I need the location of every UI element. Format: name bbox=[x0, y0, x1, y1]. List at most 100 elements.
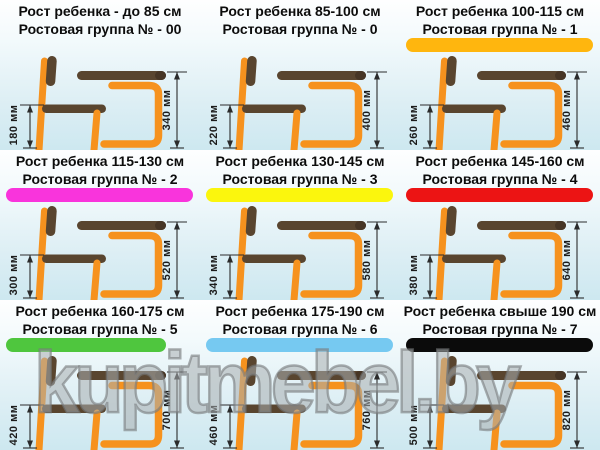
seat-height-label: 300 мм bbox=[8, 255, 20, 296]
desk-frame bbox=[500, 381, 563, 448]
desk-top-edge bbox=[355, 371, 366, 380]
chair-backrest bbox=[245, 206, 257, 236]
group-number-title: Ростовая группа № - 1 bbox=[422, 21, 578, 37]
desk-height-label: 580 мм bbox=[361, 240, 373, 281]
desk-frame bbox=[300, 381, 363, 448]
desk-dim-arrow-up bbox=[574, 72, 580, 80]
chair-seat bbox=[242, 104, 306, 113]
desk-dim-arrow-up bbox=[374, 372, 380, 380]
desk-top-edge bbox=[155, 371, 166, 380]
desk-dim-arrow-up bbox=[174, 72, 180, 80]
chair-seat bbox=[42, 104, 106, 113]
seat-dim-arrow-down bbox=[27, 440, 33, 448]
desk-height-label: 700 мм bbox=[161, 390, 173, 431]
group-highlight-marker bbox=[406, 188, 593, 202]
seat-dim-arrow-up bbox=[427, 255, 433, 263]
chair-front-leg bbox=[90, 409, 101, 450]
group-highlight-marker bbox=[406, 338, 593, 352]
desk-frame bbox=[500, 231, 563, 298]
desk-dim-arrow-down bbox=[174, 440, 180, 448]
chair-front-leg bbox=[490, 409, 501, 450]
chair-backrest bbox=[245, 56, 257, 86]
seat-dim-arrow-down bbox=[227, 290, 233, 298]
desk-height-label: 460 мм bbox=[561, 90, 573, 131]
chair-backrest bbox=[245, 356, 257, 386]
chair-desk-diagram: 180 мм 340 мм bbox=[8, 56, 187, 150]
chair-desk-diagram: 300 мм 520 мм bbox=[8, 206, 187, 300]
child-height-title: Рост ребенка 145-160 см bbox=[415, 153, 585, 169]
seat-dim-arrow-up bbox=[227, 105, 233, 113]
seat-height-label: 260 мм bbox=[408, 105, 420, 146]
child-height-title: Рост ребенка 115-130 см bbox=[15, 153, 185, 169]
child-height-title: Рост ребенка 160-175 см bbox=[15, 303, 185, 319]
desk-dim-arrow-down bbox=[574, 140, 580, 148]
desk-height-label: 640 мм bbox=[561, 240, 573, 281]
desk-top bbox=[77, 371, 166, 380]
group-highlight-marker bbox=[206, 338, 393, 352]
desk-top bbox=[77, 221, 166, 230]
child-height-title: Рост ребенка - до 85 см bbox=[18, 3, 182, 19]
group-number-title: Ростовая группа № - 2 bbox=[22, 171, 178, 187]
group-highlight-marker bbox=[6, 338, 166, 352]
chair-front-leg bbox=[490, 109, 501, 150]
desk-frame bbox=[100, 231, 163, 298]
height-group-panel: Рост ребенка 145-160 см Ростовая группа … bbox=[400, 150, 600, 300]
seat-dim-arrow-up bbox=[27, 405, 33, 413]
height-group-panel: Рост ребенка свыше 190 см Ростовая групп… bbox=[400, 300, 600, 450]
seat-dim-arrow-up bbox=[427, 405, 433, 413]
seat-dim-arrow-up bbox=[27, 105, 33, 113]
chair-front-leg bbox=[290, 109, 301, 150]
desk-top bbox=[477, 371, 566, 380]
chair-desk-diagram: 340 мм 580 мм bbox=[208, 206, 387, 300]
chair-front-leg bbox=[90, 109, 101, 150]
seat-dim-arrow-up bbox=[27, 255, 33, 263]
seat-height-label: 380 мм bbox=[408, 255, 420, 296]
desk-dim-arrow-up bbox=[374, 72, 380, 80]
height-group-panel: Рост ребенка 85-100 см Ростовая группа №… bbox=[200, 0, 400, 150]
seat-dim-arrow-down bbox=[27, 140, 33, 148]
desk-dim-arrow-down bbox=[574, 290, 580, 298]
chair-desk-diagram: 500 мм 820 мм bbox=[408, 356, 587, 450]
group-number-title: Ростовая группа № - 0 bbox=[222, 21, 378, 37]
group-number-title: Ростовая группа № - 3 bbox=[222, 171, 378, 187]
chair-desk-diagram: 220 мм 400 мм bbox=[208, 56, 387, 150]
desk-height-label: 760 мм bbox=[361, 390, 373, 431]
chair-backrest bbox=[445, 356, 457, 386]
chair-seat bbox=[242, 404, 306, 413]
desk-frame bbox=[100, 381, 163, 448]
desk-dim-arrow-up bbox=[174, 222, 180, 230]
seat-height-label: 180 мм bbox=[8, 105, 20, 146]
desk-dim-arrow-down bbox=[174, 290, 180, 298]
chair-seat bbox=[242, 254, 306, 263]
chair-front-leg bbox=[290, 259, 301, 300]
seat-height-label: 220 мм bbox=[208, 105, 220, 146]
seat-height-label: 420 мм bbox=[8, 405, 20, 446]
desk-top bbox=[277, 221, 366, 230]
chair-front-leg bbox=[90, 259, 101, 300]
chair-desk-diagram: 460 мм 760 мм bbox=[208, 356, 387, 450]
group-number-title: Ростовая группа № - 00 bbox=[18, 21, 182, 37]
desk-dim-arrow-down bbox=[374, 290, 380, 298]
seat-dim-arrow-down bbox=[27, 290, 33, 298]
desk-dim-arrow-up bbox=[374, 222, 380, 230]
chair-seat bbox=[442, 104, 506, 113]
desk-frame bbox=[300, 231, 363, 298]
chair-seat bbox=[442, 254, 506, 263]
group-number-title: Ростовая группа № - 7 bbox=[422, 321, 578, 337]
chair-backrest bbox=[45, 356, 57, 386]
desk-height-label: 340 мм bbox=[161, 90, 173, 131]
desk-top bbox=[277, 371, 366, 380]
desk-dim-arrow-down bbox=[574, 440, 580, 448]
child-height-title: Рост ребенка 100-115 см bbox=[415, 3, 585, 19]
group-highlight-marker bbox=[6, 188, 193, 202]
desk-top-edge bbox=[355, 71, 366, 80]
desk-dim-arrow-up bbox=[574, 222, 580, 230]
child-height-title: Рост ребенка 130-145 см bbox=[215, 153, 385, 169]
desk-top-edge bbox=[555, 371, 566, 380]
chair-backrest bbox=[45, 206, 57, 236]
height-group-panel: Рост ребенка 160-175 см Ростовая группа … bbox=[0, 300, 200, 450]
desk-height-label: 820 мм bbox=[561, 390, 573, 431]
chair-seat bbox=[42, 254, 106, 263]
